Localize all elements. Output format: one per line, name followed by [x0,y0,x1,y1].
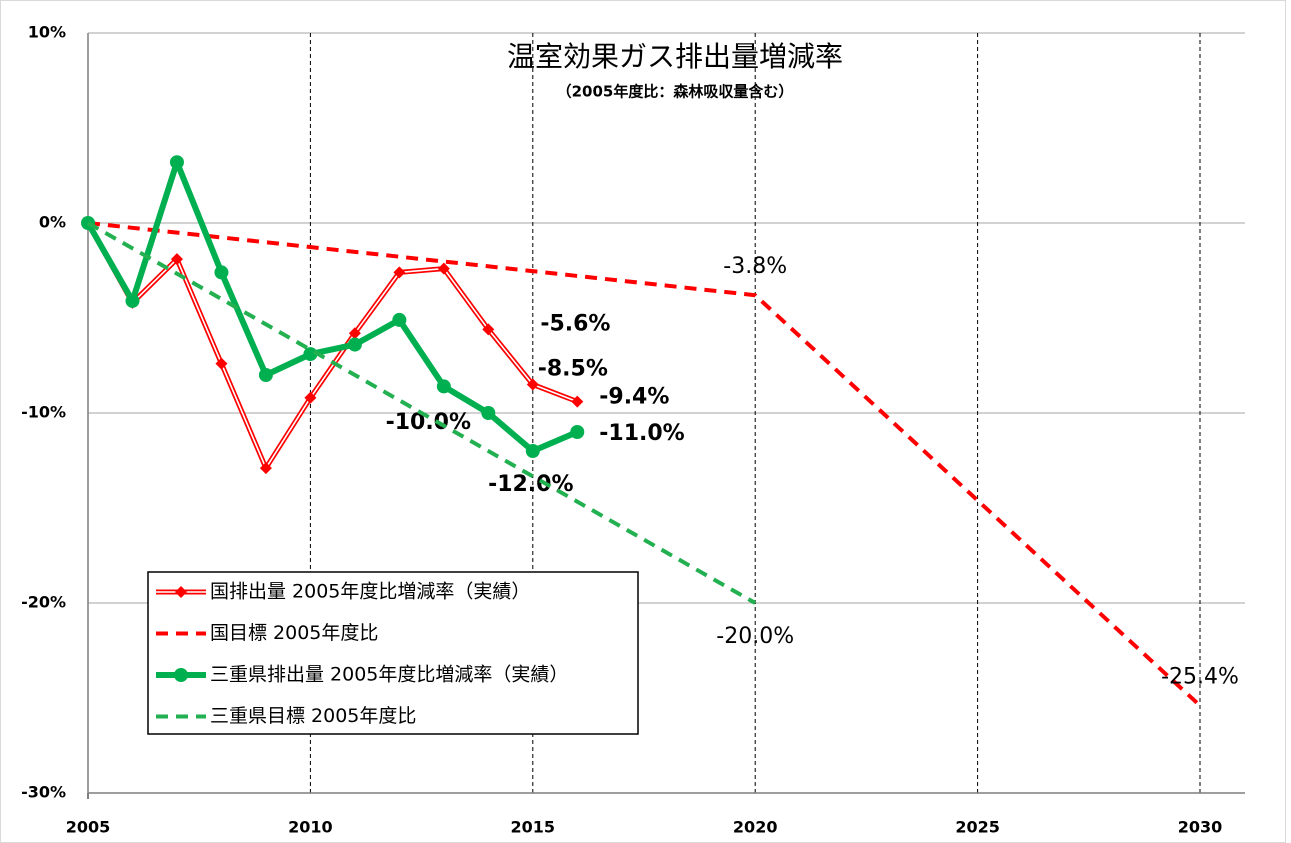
legend-label: 三重県排出量 2005年度比増減率（実績） [210,664,568,686]
series-line-inner [87,222,578,469]
y-tick-label: -10% [21,403,66,422]
y-tick-label: 10% [28,23,66,42]
data-label: -9.4% [599,385,669,410]
y-tick-label: -20% [21,593,66,612]
series-line [87,221,757,605]
marker [526,378,539,391]
x-tick-label: 2005 [66,818,111,837]
x-tick-label: 2010 [288,818,333,837]
x-tick-label: 2020 [733,818,778,837]
chart-title: 温室効果ガス排出量増減率 [507,40,843,73]
marker [258,368,273,382]
marker [125,293,140,308]
legend-box [147,571,639,735]
data-label: -20.0% [716,624,794,649]
marker [482,323,495,336]
series-line [85,159,579,454]
x-tick-label: 2025 [955,818,1000,837]
legend-label: 国目標 2005年度比 [210,622,378,644]
marker [525,444,540,458]
series-line [87,221,1202,708]
marker [348,327,361,340]
marker [304,391,317,404]
data-label: -10.0% [386,410,471,435]
marker [570,425,585,439]
marker [169,155,184,170]
marker [571,395,584,408]
marker [259,462,272,475]
y-tick-label: -30% [21,783,66,802]
marker [393,266,406,279]
marker [481,406,496,420]
marker [392,312,407,327]
marker [215,357,228,370]
data-label: -8.5% [538,357,608,382]
marker [303,347,318,362]
chart-subtitle: （2005年度比：森林吸収量含む） [557,83,794,101]
legend-marker [174,668,188,682]
x-tick-label: 2015 [511,818,556,837]
legend-label: 国排出量 2005年度比増減率（実績） [210,581,530,603]
legend-marker [175,586,187,598]
data-label: -3.8% [723,254,787,279]
legend-label: 三重県目標 2005年度比 [210,705,416,727]
x-tick-label: 2030 [1178,818,1223,837]
data-label: -11.0% [599,421,684,446]
marker [437,262,450,275]
y-tick-label: 0% [39,213,66,232]
marker [170,253,183,266]
marker [347,337,362,352]
marker [436,379,451,394]
marker [214,265,229,280]
data-label: -25.4% [1161,665,1239,690]
data-label: -5.6% [540,311,610,336]
